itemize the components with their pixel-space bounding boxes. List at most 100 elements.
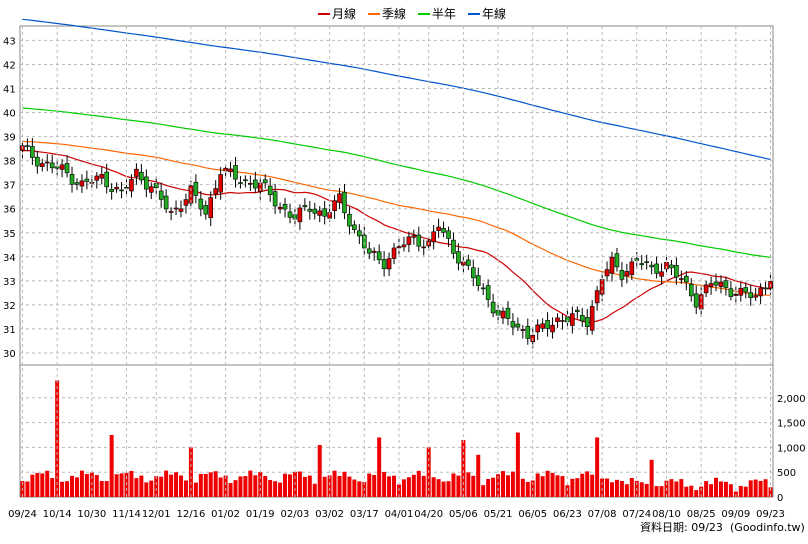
candle-up [114,186,119,190]
volume-bar [466,472,471,497]
candle-up [337,193,342,203]
volume-bar [436,479,441,497]
volume-bar [753,479,758,497]
x-tick-label: 04/01 [385,509,414,520]
candle-down [723,280,729,288]
volume-bar [129,470,134,497]
volume-bar [575,478,580,497]
volume-bar [99,480,104,497]
volume-bar [718,481,723,497]
volume-bar [377,437,382,497]
candle-up [733,294,739,296]
candle-down [584,317,590,327]
candle-up [550,324,555,333]
volume-bar [312,483,317,497]
volume-bar [302,476,307,497]
y-tick-label: 36 [3,205,16,216]
candle-down [470,267,476,279]
volume-bar [233,480,238,497]
legend-label: 季線 [382,6,406,21]
candle-down [30,146,35,158]
volume-bar [109,435,114,497]
candle-down [74,182,80,185]
x-tick-label: 06/05 [518,509,547,520]
candle-up [540,323,545,329]
x-axis: 09/24 10/14 10/30 11/14 12/01 12/16 01/02 01/19… [8,26,785,520]
volume-bar [65,481,70,497]
candle-up [594,290,600,304]
candle-down [84,178,90,182]
volume-bar [70,475,75,497]
volume-bar [55,380,60,497]
candle-up [396,246,402,249]
volume-bar [406,477,411,497]
volume-bar [748,480,753,497]
volume-bar [501,471,506,497]
volume-bar [238,476,243,497]
candle-up [406,236,412,245]
volume-bar [74,477,79,497]
legend: 月線 季線 半年 年線 [318,6,506,21]
volume-bar [758,480,763,497]
volume-bar [382,471,387,497]
volume-bar [154,476,159,497]
volume-bar [619,480,624,497]
candle-down [119,189,124,192]
volume-tick-label: 1,000 [777,443,806,454]
candle-down [198,198,204,210]
candle-up [94,175,100,181]
candle-down [322,208,327,217]
candle-up [753,295,758,298]
candle-up [391,247,397,259]
volume-bar [179,475,184,497]
candle-down [688,283,694,297]
y-tick-label: 40 [3,109,16,120]
y-tick-label: 35 [3,229,16,240]
volume-bar [714,477,719,497]
volume-bar [174,472,179,497]
candle-down [684,275,689,283]
candle-down [109,189,114,192]
candle-down [510,321,516,328]
candle-down [649,264,654,268]
candle-up [570,313,575,326]
volume-bar [268,479,273,497]
candle-up [436,226,441,231]
candle-down [139,171,144,181]
ma-year-line [22,18,771,161]
volume-bar [317,444,322,497]
candle-down [743,287,749,293]
candle-up [758,287,763,297]
volume-bar [337,475,342,497]
x-tick-label: 11/14 [112,509,141,520]
candle-down [763,287,768,290]
volume-bar [679,479,684,497]
candle-down [451,239,456,254]
candle-up [173,207,179,210]
price-panel: 30 31 32 33 34 35 36 37 38 39 40 41 42 43 [3,18,774,498]
candle-down [163,195,169,210]
candle-down [579,314,585,322]
volume-bar [347,476,352,497]
volume-bar [273,481,278,497]
volume-bar [183,480,188,497]
volume-bar [367,473,372,497]
volume-bar [456,475,461,497]
volume-bar [35,472,40,497]
volume-bar [139,475,144,497]
y-tick-label: 38 [3,157,16,168]
candle-down [614,253,620,268]
volume-panel: 0 500 1,000 1,500 2,000 [20,380,806,504]
volume-bar [441,481,446,497]
x-tick-label: 12/16 [176,509,205,520]
x-tick-label: 04/20 [414,509,443,520]
candle-up [218,174,223,193]
y-tick-label: 43 [3,36,16,47]
x-tick-label: 01/19 [246,509,275,520]
candle-up [228,168,233,173]
x-tick-label: 08/25 [687,509,716,520]
volume-bar [164,470,169,497]
candle-down [104,171,109,188]
volume-bar [763,479,768,497]
